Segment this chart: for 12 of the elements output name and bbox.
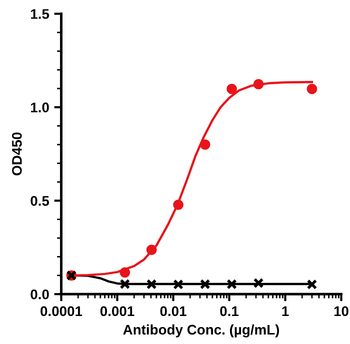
x-tick-label: 1 — [282, 306, 289, 316]
y-axis-title: OD450 — [12, 132, 22, 176]
x-tick-label: 0.0001 — [40, 306, 82, 316]
x-tick-label: 0.1 — [220, 306, 239, 316]
y-tick-label: 0.5 — [30, 196, 50, 206]
x-tick-label: 0.01 — [160, 306, 186, 316]
x-axis-title: Antibody Conc. (µg/mL) — [123, 324, 280, 338]
y-tick-label: 0.0 — [30, 289, 49, 300]
x-tick-label: 0.001 — [100, 306, 134, 316]
y-tick-label: 1.0 — [31, 102, 49, 112]
x-tick-label: 10 — [334, 306, 348, 316]
y-tick-label: 1.5 — [31, 9, 50, 19]
